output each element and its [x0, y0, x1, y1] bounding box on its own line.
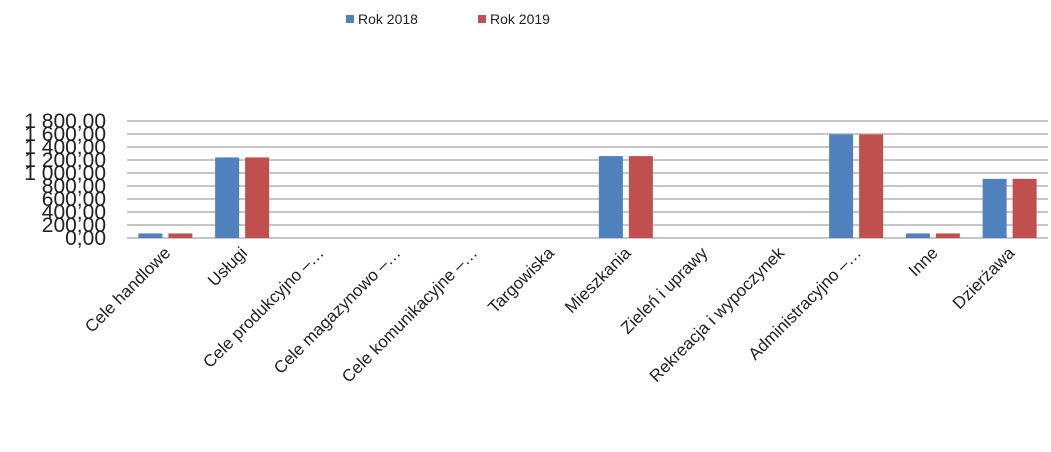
x-tick-label: Cele komunikacyjne –…	[338, 243, 481, 386]
bar-1-10	[905, 233, 930, 238]
x-tick-label: Targowiska	[484, 243, 558, 317]
y-tick-label: 1 200,00	[24, 149, 106, 172]
legend-swatch-2	[478, 15, 486, 23]
x-tick-label: Cele handlowe	[81, 243, 174, 336]
bar-2-10	[935, 233, 960, 238]
y-tick-label: 600,00	[42, 188, 106, 211]
gridlines	[127, 120, 1048, 239]
x-tick-label: Cele magazynowo –…	[270, 243, 404, 377]
y-tick-label: 800,00	[42, 175, 106, 198]
x-tick-label: Dzierżawa	[949, 243, 1019, 313]
x-tick-label: Mieszkania	[561, 243, 635, 317]
y-tick-label: 1 800,00	[24, 110, 106, 133]
legend: Rok 2018 Rok 2019	[346, 11, 550, 27]
bar-2-1	[245, 157, 270, 238]
bar-1-1	[215, 157, 240, 238]
legend-swatch-1	[346, 15, 354, 23]
x-tick-label: Rekreacja i wypoczynek	[646, 243, 789, 386]
y-tick-label: 1 000,00	[24, 162, 106, 185]
x-tick-label: Inne	[905, 243, 942, 280]
bar-1-9	[829, 134, 854, 238]
y-tick-label: 1 600,00	[24, 123, 106, 146]
y-tick-label: 0,00	[65, 227, 106, 250]
bar-2-0	[168, 233, 193, 238]
y-tick-label: 1 400,00	[24, 136, 106, 159]
bar-1-0	[138, 233, 163, 238]
bar-1-11	[982, 178, 1007, 238]
y-tick-label: 200,00	[42, 214, 106, 237]
x-tick-label: Usługi	[204, 243, 251, 290]
bar-2-6	[628, 156, 653, 238]
legend-label-1: Rok 2018	[358, 11, 418, 27]
legend-label-2: Rok 2019	[490, 11, 550, 27]
bar-2-11	[1012, 178, 1037, 238]
bars	[138, 134, 1037, 238]
y-tick-label: 400,00	[42, 201, 106, 224]
bar-2-9	[859, 134, 884, 238]
bar-1-6	[598, 156, 623, 238]
